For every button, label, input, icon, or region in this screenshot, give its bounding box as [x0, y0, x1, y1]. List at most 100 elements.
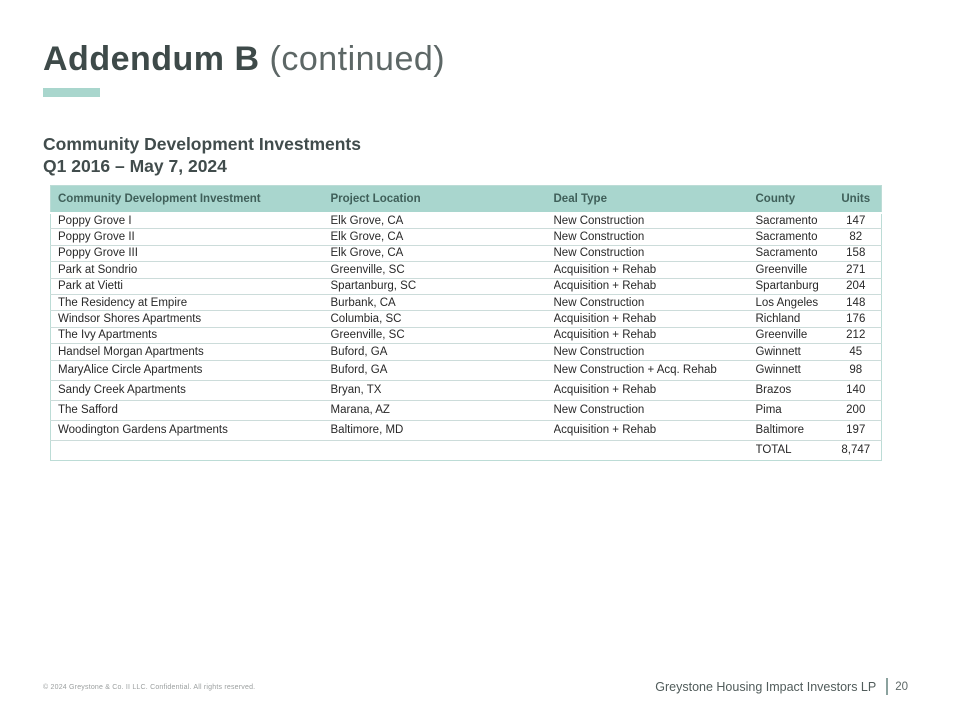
- cell-location: Elk Grove, CA: [330, 228, 554, 246]
- column-header-county: County: [755, 185, 831, 213]
- cell-county: Pima: [755, 399, 831, 421]
- cell-deal-type: Acquisition + Rehab: [553, 310, 756, 328]
- cell-units: 204: [830, 277, 882, 295]
- cell-deal-type: New Construction + Acq. Rehab: [553, 359, 756, 381]
- cell-location: Marana, AZ: [330, 399, 554, 421]
- cell-county: Sacramento: [755, 244, 831, 262]
- cell-units: 45: [830, 343, 882, 361]
- table-row: The Safford Marana, AZ New Construction Pim…: [50, 399, 882, 421]
- cell-deal-type: Acquisition + Rehab: [553, 379, 756, 401]
- table-row: Sandy Creek Apartments Bryan, TX Acquisiti…: [50, 379, 882, 401]
- total-cell-empty: [330, 439, 554, 461]
- cell-deal-type: New Construction: [553, 343, 756, 361]
- table-title: Community Development Investments Q1 201…: [43, 134, 361, 177]
- cell-location: Burbank, CA: [330, 293, 554, 311]
- total-row: TOTAL 8,747: [50, 439, 882, 461]
- cell-county: Sacramento: [755, 228, 831, 246]
- footer-divider: [886, 678, 889, 695]
- page-number: 20: [895, 680, 908, 693]
- cell-county: Spartanburg: [755, 277, 831, 295]
- page-title-bold: Addendum B: [43, 40, 260, 78]
- table-row: MaryAlice Circle Apartments Buford, GA New…: [50, 359, 882, 381]
- cell-location: Greenville, SC: [330, 326, 554, 344]
- cell-investment: Park at Sondrio: [50, 261, 331, 279]
- page-title-continued: (continued): [259, 40, 446, 78]
- cell-location: Greenville, SC: [330, 261, 554, 279]
- cell-county: Sacramento: [755, 211, 831, 229]
- total-units: 8,747: [830, 439, 882, 461]
- cell-deal-type: Acquisition + Rehab: [553, 419, 756, 441]
- cell-units: 98: [830, 359, 882, 381]
- title-accent-bar: [43, 88, 100, 97]
- cell-investment: The Safford: [50, 399, 331, 421]
- cell-location: Bryan, TX: [330, 379, 554, 401]
- table-title-line2: Q1 2016 – May 7, 2024: [43, 155, 227, 176]
- cell-units: 158: [830, 244, 882, 262]
- page-title: Addendum B (continued): [43, 40, 445, 79]
- cell-investment: Park at Vietti: [50, 277, 331, 295]
- cell-units: 147: [830, 211, 882, 229]
- cell-county: Greenville: [755, 261, 831, 279]
- table-row: Poppy Grove I Elk Grove, CA New Constructi…: [50, 211, 882, 229]
- cell-location: Elk Grove, CA: [330, 211, 554, 229]
- table-row: Windsor Shores Apartments Columbia, SC Acq…: [50, 310, 882, 328]
- cell-location: Spartanburg, SC: [330, 277, 554, 295]
- cell-investment: Poppy Grove I: [50, 211, 331, 229]
- cell-location: Buford, GA: [330, 343, 554, 361]
- cell-location: Elk Grove, CA: [330, 244, 554, 262]
- company-name: Greystone Housing Impact Investors LP: [655, 679, 877, 694]
- cell-units: 176: [830, 310, 882, 328]
- cell-investment: Poppy Grove II: [50, 228, 331, 246]
- footer-right: Greystone Housing Impact Investors LP 20: [655, 678, 908, 695]
- cell-units: 200: [830, 399, 882, 421]
- cell-units: 212: [830, 326, 882, 344]
- cell-location: Buford, GA: [330, 359, 554, 381]
- cell-deal-type: New Construction: [553, 399, 756, 421]
- cell-county: Richland: [755, 310, 831, 328]
- table-title-line1: Community Development Investments: [43, 134, 361, 154]
- investments-table: Community Development Investment Project…: [50, 185, 882, 461]
- column-header-location: Project Location: [330, 185, 554, 213]
- cell-investment: Poppy Grove III: [50, 244, 331, 262]
- table-body: Poppy Grove I Elk Grove, CA New Constructi…: [50, 211, 882, 441]
- cell-county: Gwinnett: [755, 359, 831, 381]
- cell-investment: Woodington Gardens Apartments: [50, 419, 331, 441]
- cell-deal-type: New Construction: [553, 211, 756, 229]
- cell-county: Baltimore: [755, 419, 831, 441]
- cell-deal-type: Acquisition + Rehab: [553, 326, 756, 344]
- cell-location: Columbia, SC: [330, 310, 554, 328]
- cell-investment: MaryAlice Circle Apartments: [50, 359, 331, 381]
- table-row: Poppy Grove III Elk Grove, CA New Construc…: [50, 244, 882, 262]
- cell-units: 197: [830, 419, 882, 441]
- total-label: TOTAL: [755, 439, 831, 461]
- cell-investment: The Residency at Empire: [50, 293, 331, 311]
- table-row: Handsel Morgan Apartments Buford, GA New C…: [50, 343, 882, 361]
- cell-investment: Windsor Shores Apartments: [50, 310, 331, 328]
- column-header-units: Units: [830, 185, 882, 213]
- column-header-investment: Community Development Investment: [50, 185, 331, 213]
- cell-deal-type: New Construction: [553, 293, 756, 311]
- investments-table-container: Community Development Investment Project…: [50, 185, 882, 461]
- cell-units: 148: [830, 293, 882, 311]
- cell-investment: The Ivy Apartments: [50, 326, 331, 344]
- cell-deal-type: New Construction: [553, 244, 756, 262]
- table-row: Woodington Gardens Apartments Baltimore, …: [50, 419, 882, 441]
- cell-units: 140: [830, 379, 882, 401]
- table-row: The Ivy Apartments Greenville, SC Acquisit…: [50, 326, 882, 344]
- total-cell-empty: [553, 439, 756, 461]
- table-row: Park at Vietti Spartanburg, SC Acquisition…: [50, 277, 882, 295]
- cell-deal-type: New Construction: [553, 228, 756, 246]
- total-cell-empty: [50, 439, 331, 461]
- cell-investment: Sandy Creek Apartments: [50, 379, 331, 401]
- cell-county: Los Angeles: [755, 293, 831, 311]
- cell-deal-type: Acquisition + Rehab: [553, 261, 756, 279]
- cell-county: Greenville: [755, 326, 831, 344]
- cell-county: Brazos: [755, 379, 831, 401]
- table-row: Poppy Grove II Elk Grove, CA New Construct…: [50, 228, 882, 246]
- cell-units: 82: [830, 228, 882, 246]
- cell-county: Gwinnett: [755, 343, 831, 361]
- copyright-text: © 2024 Greystone & Co. II LLC. Confident…: [43, 684, 256, 691]
- cell-investment: Handsel Morgan Apartments: [50, 343, 331, 361]
- cell-units: 271: [830, 261, 882, 279]
